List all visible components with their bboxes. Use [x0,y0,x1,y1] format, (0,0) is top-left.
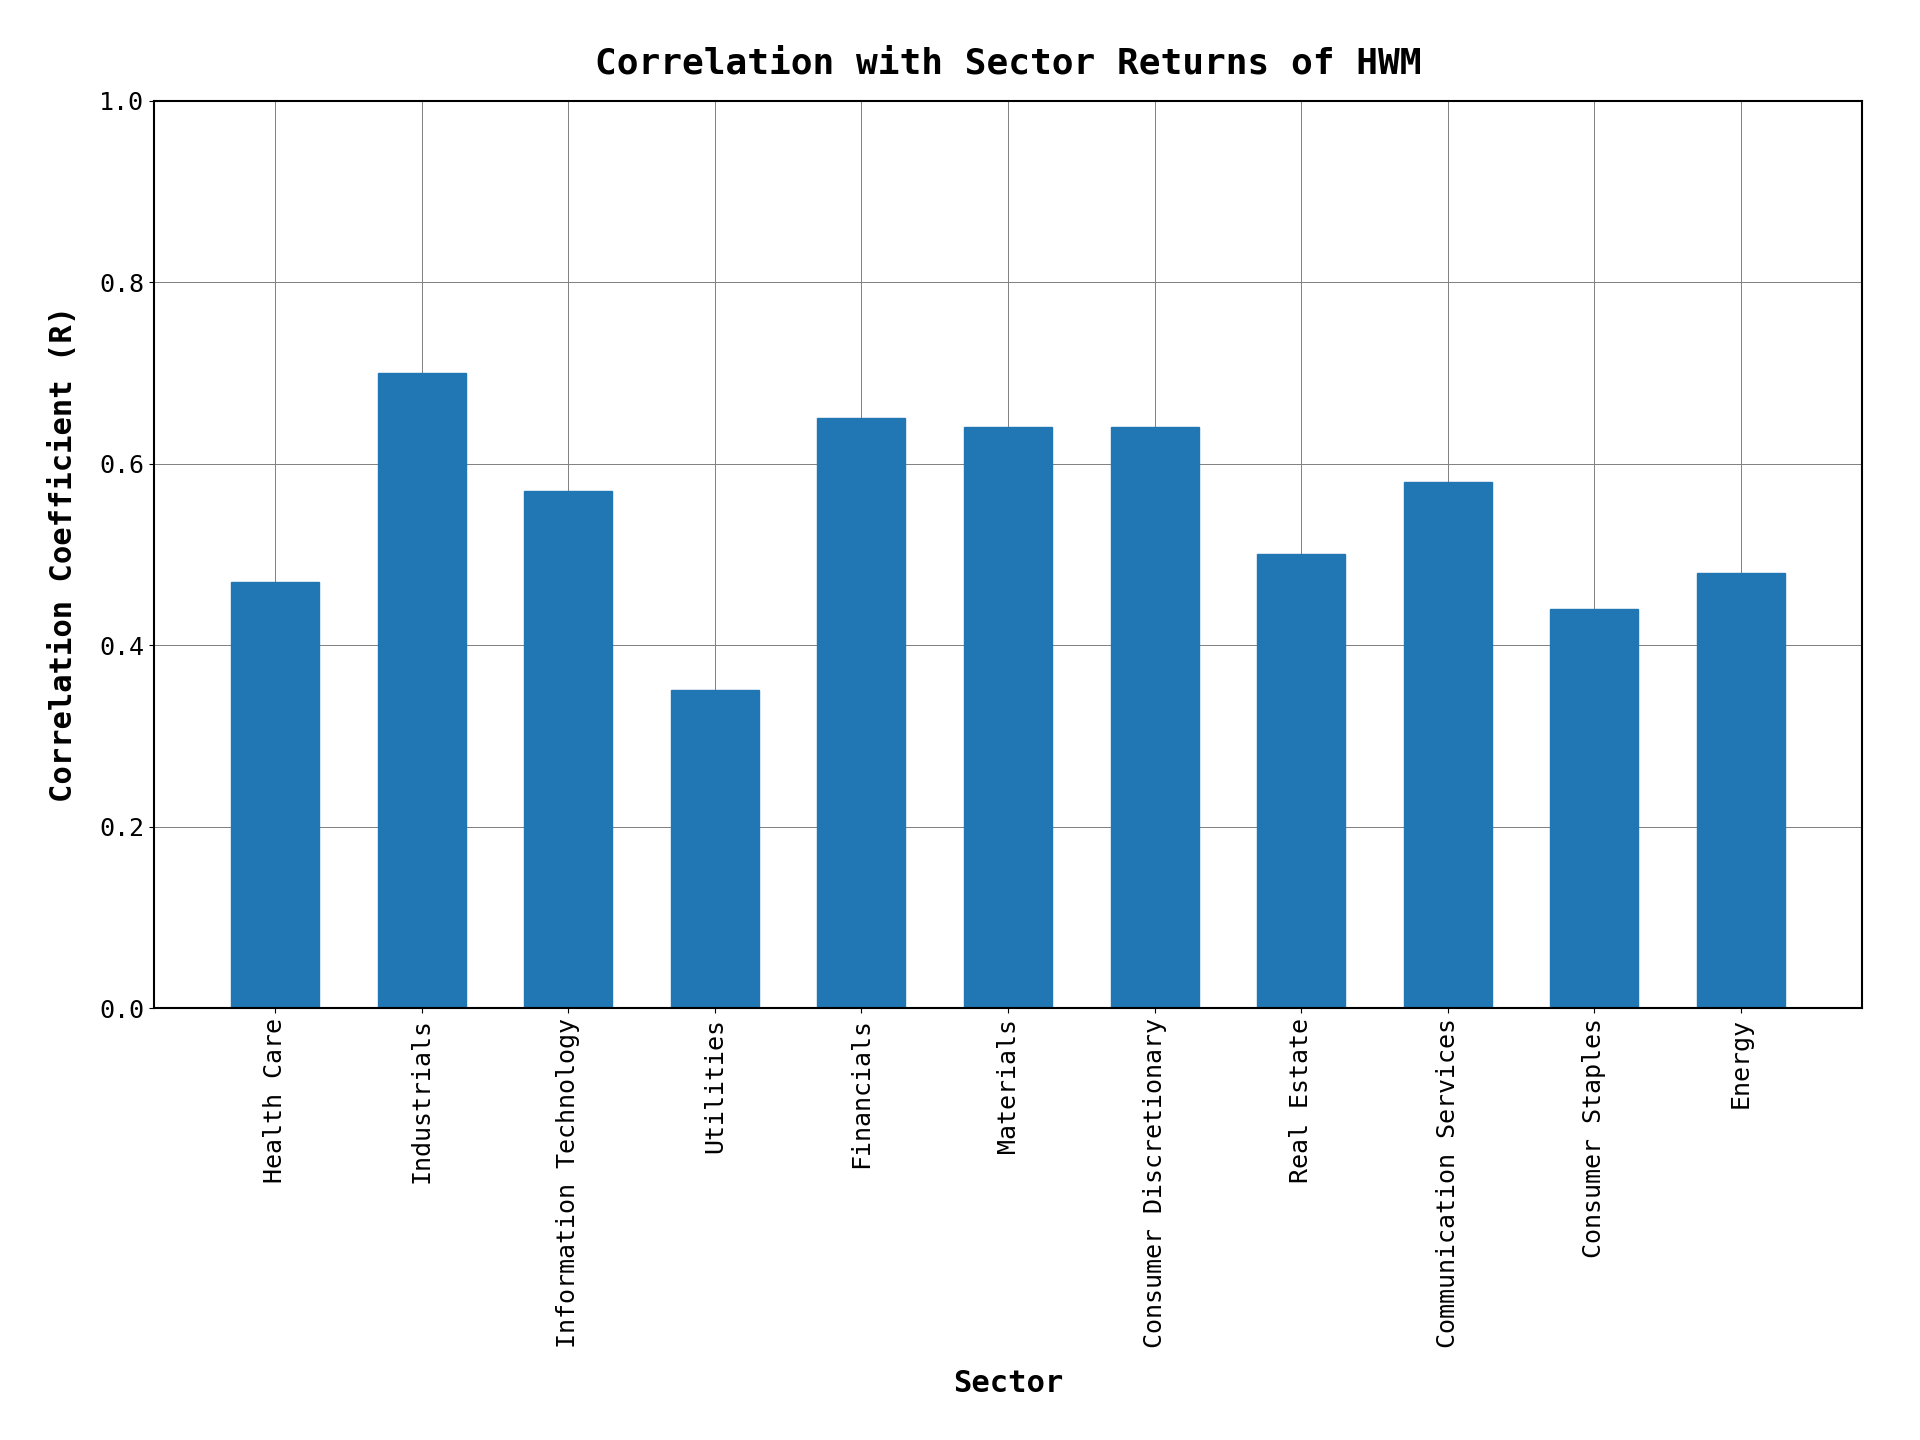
Bar [1110,428,1198,1008]
Bar [670,691,758,1008]
Bar [230,582,319,1008]
Bar [378,373,467,1008]
Bar [1549,609,1638,1008]
Bar [964,428,1052,1008]
Bar [1258,554,1346,1008]
X-axis label: Sector: Sector [952,1368,1064,1398]
Bar [818,418,906,1008]
Title: Correlation with Sector Returns of HWM: Correlation with Sector Returns of HWM [595,46,1421,81]
Bar [1697,573,1786,1008]
Y-axis label: Correlation Coefficient (R): Correlation Coefficient (R) [50,307,79,802]
Bar [524,491,612,1008]
Bar [1404,482,1492,1008]
